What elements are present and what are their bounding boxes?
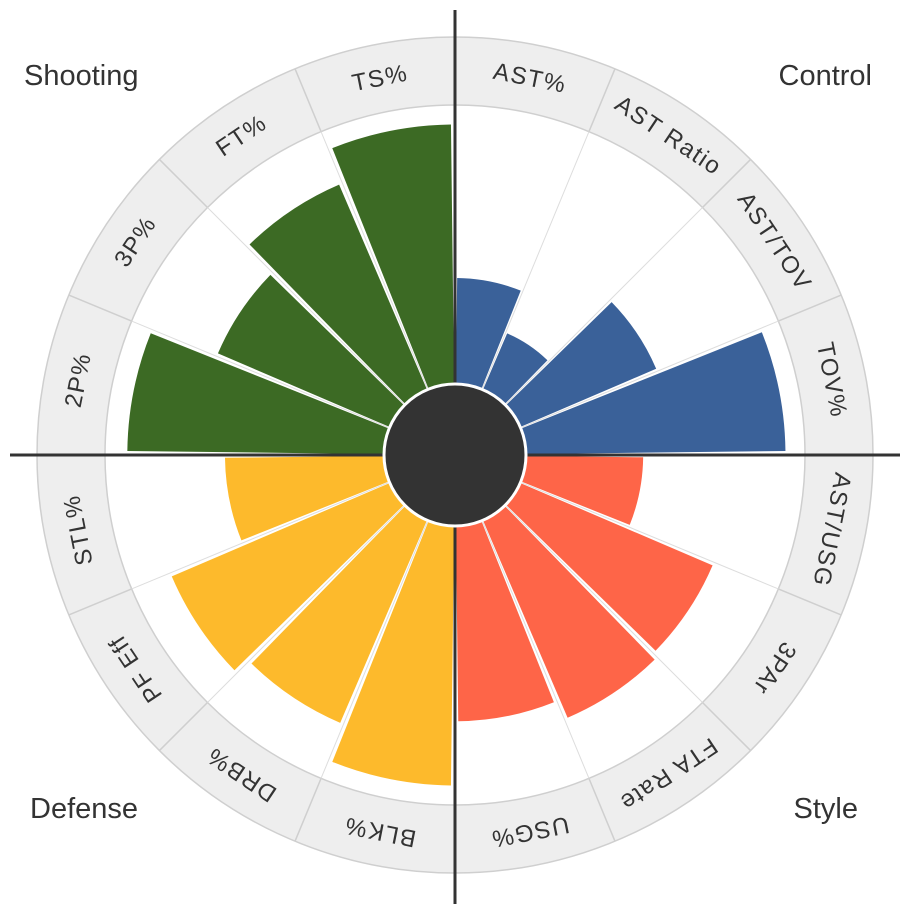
bar-2p <box>127 333 390 455</box>
center-circle <box>382 382 528 528</box>
bar-ast-ratio <box>482 333 548 405</box>
ring-divider <box>701 701 752 752</box>
group-label-control: Control <box>778 60 873 92</box>
radial-gridline <box>131 481 390 590</box>
bar-tov <box>520 332 786 455</box>
bars-layer <box>127 124 786 786</box>
bar-ts <box>332 124 455 390</box>
bar-3par <box>505 482 713 651</box>
bar-fta-rate <box>482 505 655 718</box>
radial-gridline <box>320 131 429 390</box>
bar-3p <box>217 274 405 428</box>
group-label-style: Style <box>793 793 858 825</box>
bar-pf-eff <box>171 482 405 671</box>
ring-divider <box>701 158 752 209</box>
ring-divider <box>588 778 616 842</box>
radial-gridline <box>320 520 429 779</box>
group-label-defense: Defense <box>30 793 139 825</box>
bar-usg <box>455 520 554 722</box>
radial-gridline <box>481 520 590 779</box>
ring-divider <box>778 294 842 322</box>
ring-divider <box>68 588 132 616</box>
ring-divider <box>294 778 322 842</box>
bar-ast-tov <box>505 302 657 428</box>
ring-divider <box>68 294 132 322</box>
bar-drb <box>251 505 428 723</box>
radial-gridline <box>481 131 590 390</box>
bar-ast <box>455 277 521 390</box>
ring-divider <box>158 701 209 752</box>
ring-divider <box>588 68 616 132</box>
radial-gridline <box>207 504 406 703</box>
radial-gridline <box>504 504 703 703</box>
bar-ft <box>249 184 428 405</box>
bar-stl <box>224 455 390 541</box>
bar-ast-usg <box>520 455 644 525</box>
radial-gridline <box>520 320 779 429</box>
ring-divider <box>158 158 209 209</box>
ring-divider <box>778 588 842 616</box>
bar-blk <box>332 520 455 786</box>
radial-gridline <box>520 481 779 590</box>
ring-divider <box>294 68 322 132</box>
radial-gridline <box>207 207 406 406</box>
radial-gridline <box>131 320 390 429</box>
group-label-shooting: Shooting <box>24 60 139 92</box>
radial-gridline <box>504 207 703 406</box>
